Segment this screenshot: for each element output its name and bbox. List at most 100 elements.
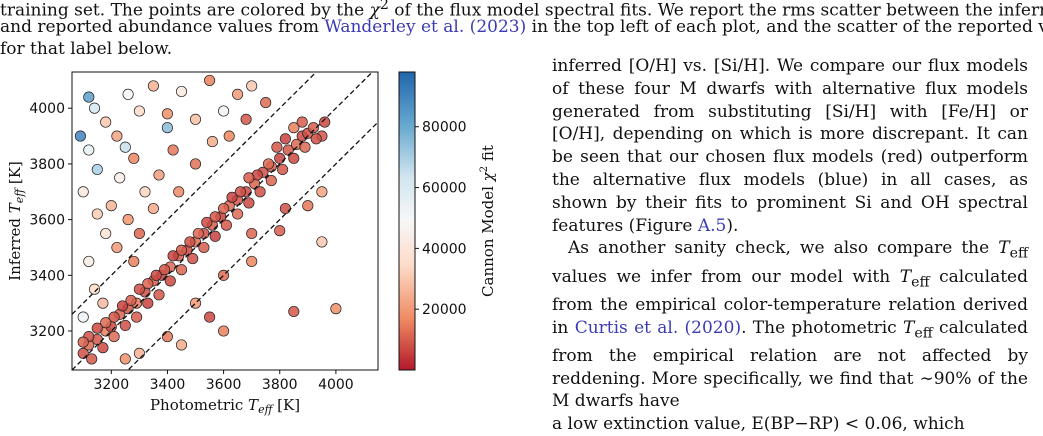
colorbar-tick-label: 40000: [422, 241, 467, 257]
data-point: [223, 130, 235, 142]
data-point: [330, 303, 342, 315]
data-point: [119, 319, 131, 331]
data-point: [279, 133, 291, 145]
data-point: [175, 244, 188, 256]
data-point: [209, 211, 221, 223]
data-point: [201, 216, 213, 228]
data-point: [246, 255, 258, 267]
y-ticks: 3200 3400 3600 3800 4000: [29, 101, 72, 340]
data-point: [167, 250, 179, 262]
data-point: [83, 255, 95, 267]
colorbar-label: Cannon Model χ2 fit: [479, 145, 497, 297]
x-axis-label: Photometric Teff [K]: [150, 396, 300, 416]
data-point: [288, 152, 300, 164]
data-point: [161, 122, 173, 134]
data-point: [218, 105, 230, 117]
data-point: [100, 116, 112, 128]
data-point: [243, 197, 255, 209]
x-tick-label: 4000: [318, 377, 354, 393]
data-point: [83, 91, 95, 103]
data-point: [119, 141, 131, 153]
data-point: [108, 331, 120, 343]
data-point: [131, 311, 143, 323]
data-point: [209, 230, 221, 242]
y-axis-label: Inferred Teff [K]: [6, 161, 26, 281]
colorbar: [398, 71, 416, 371]
data-point: [164, 275, 176, 287]
data-point: [192, 227, 204, 240]
data-point: [88, 283, 101, 295]
data-point: [296, 116, 308, 128]
scatter-figure: 3200 3400 3600 3800 4000 3200 3400 3600 3800 400…: [6, 71, 497, 416]
data-point: [240, 113, 252, 125]
plot-frame: [71, 71, 379, 371]
y-tick-label: 3600: [29, 213, 65, 229]
y-tick-label: 3200: [29, 324, 65, 340]
data-point: [91, 208, 103, 220]
data-point: [142, 278, 154, 290]
colorbar-tick-label: 80000: [422, 120, 467, 136]
x-tick-label: 3800: [262, 377, 298, 393]
data-point: [175, 264, 188, 276]
data-point: [254, 186, 266, 198]
data-point: [226, 191, 238, 203]
data-point: [97, 297, 109, 309]
data-point: [220, 219, 232, 231]
figure-ref-link[interactable]: A.5: [697, 215, 727, 236]
data-point: [187, 253, 199, 265]
data-point: [167, 144, 179, 156]
colorbar-tick-label: 60000: [422, 181, 467, 197]
data-point: [184, 236, 196, 248]
paragraph-1: inferred [O/H] vs. [Si/H]. We compare ou…: [552, 56, 1028, 236]
citation-link-wanderley[interactable]: Wanderley et al. (2023): [324, 17, 527, 37]
data-point: [91, 322, 103, 334]
data-point: [86, 353, 98, 365]
data-point: [288, 305, 300, 318]
data-point: [128, 255, 140, 267]
data-point: [218, 325, 230, 337]
caption-line-1: training set. The points are colored by …: [0, 0, 1043, 21]
data-point: [232, 208, 244, 220]
data-point: [133, 105, 145, 117]
data-point: [175, 339, 188, 351]
data-point: [204, 74, 216, 86]
data-point: [77, 186, 89, 198]
data-point: [147, 202, 159, 215]
data-point: [246, 80, 258, 92]
data-point: [77, 336, 89, 348]
data-point: [310, 133, 322, 145]
data-point: [316, 186, 328, 198]
data-point: [161, 108, 173, 120]
data-point: [108, 311, 120, 323]
data-point: [128, 152, 140, 164]
data-point: [234, 186, 246, 198]
data-point: [153, 169, 165, 181]
data-point: [122, 88, 134, 100]
data-point: [302, 200, 314, 212]
data-point: [204, 311, 216, 323]
data-point: [125, 294, 137, 306]
data-point: [260, 97, 272, 109]
data-point: [271, 141, 283, 153]
data-point: [83, 144, 95, 156]
data-point: [111, 241, 123, 254]
data-point: [288, 122, 300, 134]
data-point: [119, 353, 131, 365]
x-tick-label: 3200: [93, 377, 129, 393]
data-point: [175, 85, 188, 98]
data-point: [299, 141, 311, 153]
data-point: [274, 152, 286, 164]
data-point: [265, 175, 277, 187]
y-tick-label: 3800: [29, 157, 65, 173]
caption-line-3: for that label below.: [0, 39, 173, 59]
data-point: [100, 227, 112, 240]
data-point: [114, 172, 126, 184]
citation-link-curtis[interactable]: Curtis et al. (2020): [574, 317, 742, 338]
data-points: [74, 74, 342, 365]
data-point: [319, 116, 331, 128]
y-tick-label: 4000: [29, 101, 65, 117]
data-point: [122, 214, 134, 226]
x-ticks: 3200 3400 3600 3800 4000: [93, 370, 354, 393]
data-point: [139, 186, 151, 198]
colorbar-ticks: 20000 40000 60000 80000: [415, 120, 467, 318]
